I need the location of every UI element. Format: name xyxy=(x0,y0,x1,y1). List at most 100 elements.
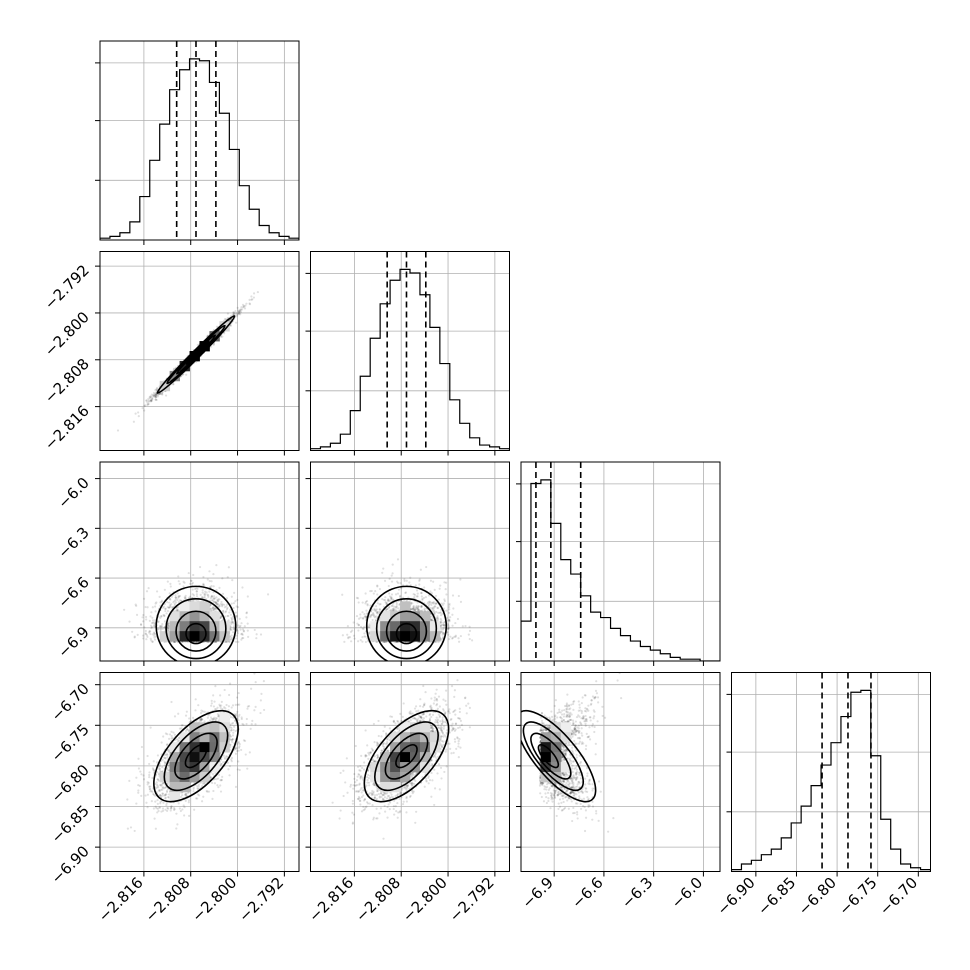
x-tick-label: −6.70 xyxy=(876,874,921,919)
scatter-point xyxy=(440,621,443,624)
scatter-point xyxy=(223,332,226,335)
scatter-point xyxy=(133,635,136,638)
scatter-point xyxy=(375,615,378,618)
scatter-point xyxy=(241,636,244,640)
scatter-point xyxy=(443,598,446,601)
scatter-point xyxy=(454,635,457,638)
scatter-point xyxy=(154,396,157,399)
scatter-point xyxy=(170,606,174,609)
scatter-point xyxy=(161,623,164,626)
scatter-point xyxy=(374,609,377,612)
scatter-point xyxy=(170,603,173,606)
scatter-point xyxy=(355,596,358,599)
scatter-point xyxy=(221,604,224,607)
scatter-point xyxy=(201,589,204,592)
scatter-point xyxy=(217,603,220,606)
scatter-point xyxy=(176,592,179,595)
scatter-point xyxy=(389,608,392,612)
scatter-point xyxy=(238,625,241,628)
scatter-point xyxy=(221,603,224,606)
scatter-point xyxy=(421,597,424,600)
scatter-point xyxy=(178,594,182,598)
scatter-point xyxy=(150,626,153,630)
scatter-point xyxy=(224,610,228,613)
scatter-point xyxy=(212,600,215,604)
scatter-point xyxy=(207,594,210,597)
scatter-point xyxy=(134,412,137,415)
scatter-point xyxy=(153,393,156,396)
scatter-point xyxy=(168,592,171,595)
scatter-point xyxy=(236,314,239,317)
y-tick-label: −6.0 xyxy=(54,474,92,512)
scatter-point xyxy=(229,324,232,327)
scatter-point xyxy=(196,343,199,347)
scatter-point xyxy=(161,606,165,609)
scatter-point xyxy=(154,395,158,399)
scatter-point xyxy=(151,640,154,644)
scatter-point xyxy=(252,296,256,299)
scatter-point xyxy=(155,590,159,593)
density-cell xyxy=(199,601,210,612)
scatter-point xyxy=(148,396,151,399)
scatter-point xyxy=(213,606,217,610)
scatter-point xyxy=(374,610,377,613)
scatter-point xyxy=(431,606,434,609)
scatter-point xyxy=(214,601,217,604)
scatter-point xyxy=(214,600,217,604)
scatter-point xyxy=(149,632,152,636)
scatter-point xyxy=(213,597,216,600)
scatter-point xyxy=(205,597,208,601)
scatter-point xyxy=(211,599,214,602)
density-cell xyxy=(179,621,190,632)
scatter-point xyxy=(230,595,233,598)
scatter-point xyxy=(447,619,451,622)
scatter-point xyxy=(232,615,235,618)
scatter-point xyxy=(232,625,236,628)
scatter-point xyxy=(243,625,246,628)
density-cell xyxy=(189,631,200,642)
scatter-point xyxy=(166,601,169,604)
scatter-point xyxy=(151,640,154,643)
scatter-point xyxy=(232,311,235,314)
scatter-point xyxy=(251,298,254,301)
scatter-point xyxy=(208,579,211,583)
scatter-point xyxy=(171,383,175,386)
x-tick-label: −6.90 xyxy=(713,874,758,919)
scatter-point xyxy=(234,611,237,614)
scatter-point xyxy=(175,608,178,611)
scatter-point xyxy=(214,640,218,644)
scatter-point xyxy=(241,633,244,636)
scatter-point xyxy=(153,636,156,639)
scatter-point xyxy=(159,392,162,396)
scatter-point xyxy=(232,622,235,625)
scatter-point xyxy=(146,606,149,609)
scatter-point xyxy=(222,609,225,612)
scatter-point xyxy=(206,593,209,596)
scatter-point xyxy=(226,576,229,579)
scatter-point xyxy=(183,597,187,600)
histogram-steps xyxy=(310,268,510,451)
scatter-point xyxy=(218,604,221,607)
scatter-point xyxy=(149,395,152,398)
scatter-point xyxy=(221,335,224,338)
scatter-point xyxy=(160,599,164,602)
scatter-point xyxy=(147,397,150,401)
scatter-point xyxy=(237,311,241,314)
histogram-steps xyxy=(731,689,931,872)
scatter-point xyxy=(238,617,241,620)
scatter-point xyxy=(143,409,146,412)
scatter-point xyxy=(423,586,426,589)
y-tick-label: −6.3 xyxy=(54,523,92,561)
scatter-point xyxy=(443,581,446,584)
scatter-point xyxy=(227,619,230,622)
histogram-panel-3 xyxy=(731,672,931,872)
scatter-point xyxy=(155,393,158,397)
scatter-point xyxy=(224,611,227,614)
scatter-point xyxy=(229,625,232,628)
scatter-point xyxy=(151,397,154,400)
scatter-point xyxy=(245,616,248,619)
y-tick-label: −2.808 xyxy=(41,355,93,407)
scatter-point xyxy=(216,600,219,603)
density-cell xyxy=(199,621,210,632)
scatter-point xyxy=(236,629,239,632)
